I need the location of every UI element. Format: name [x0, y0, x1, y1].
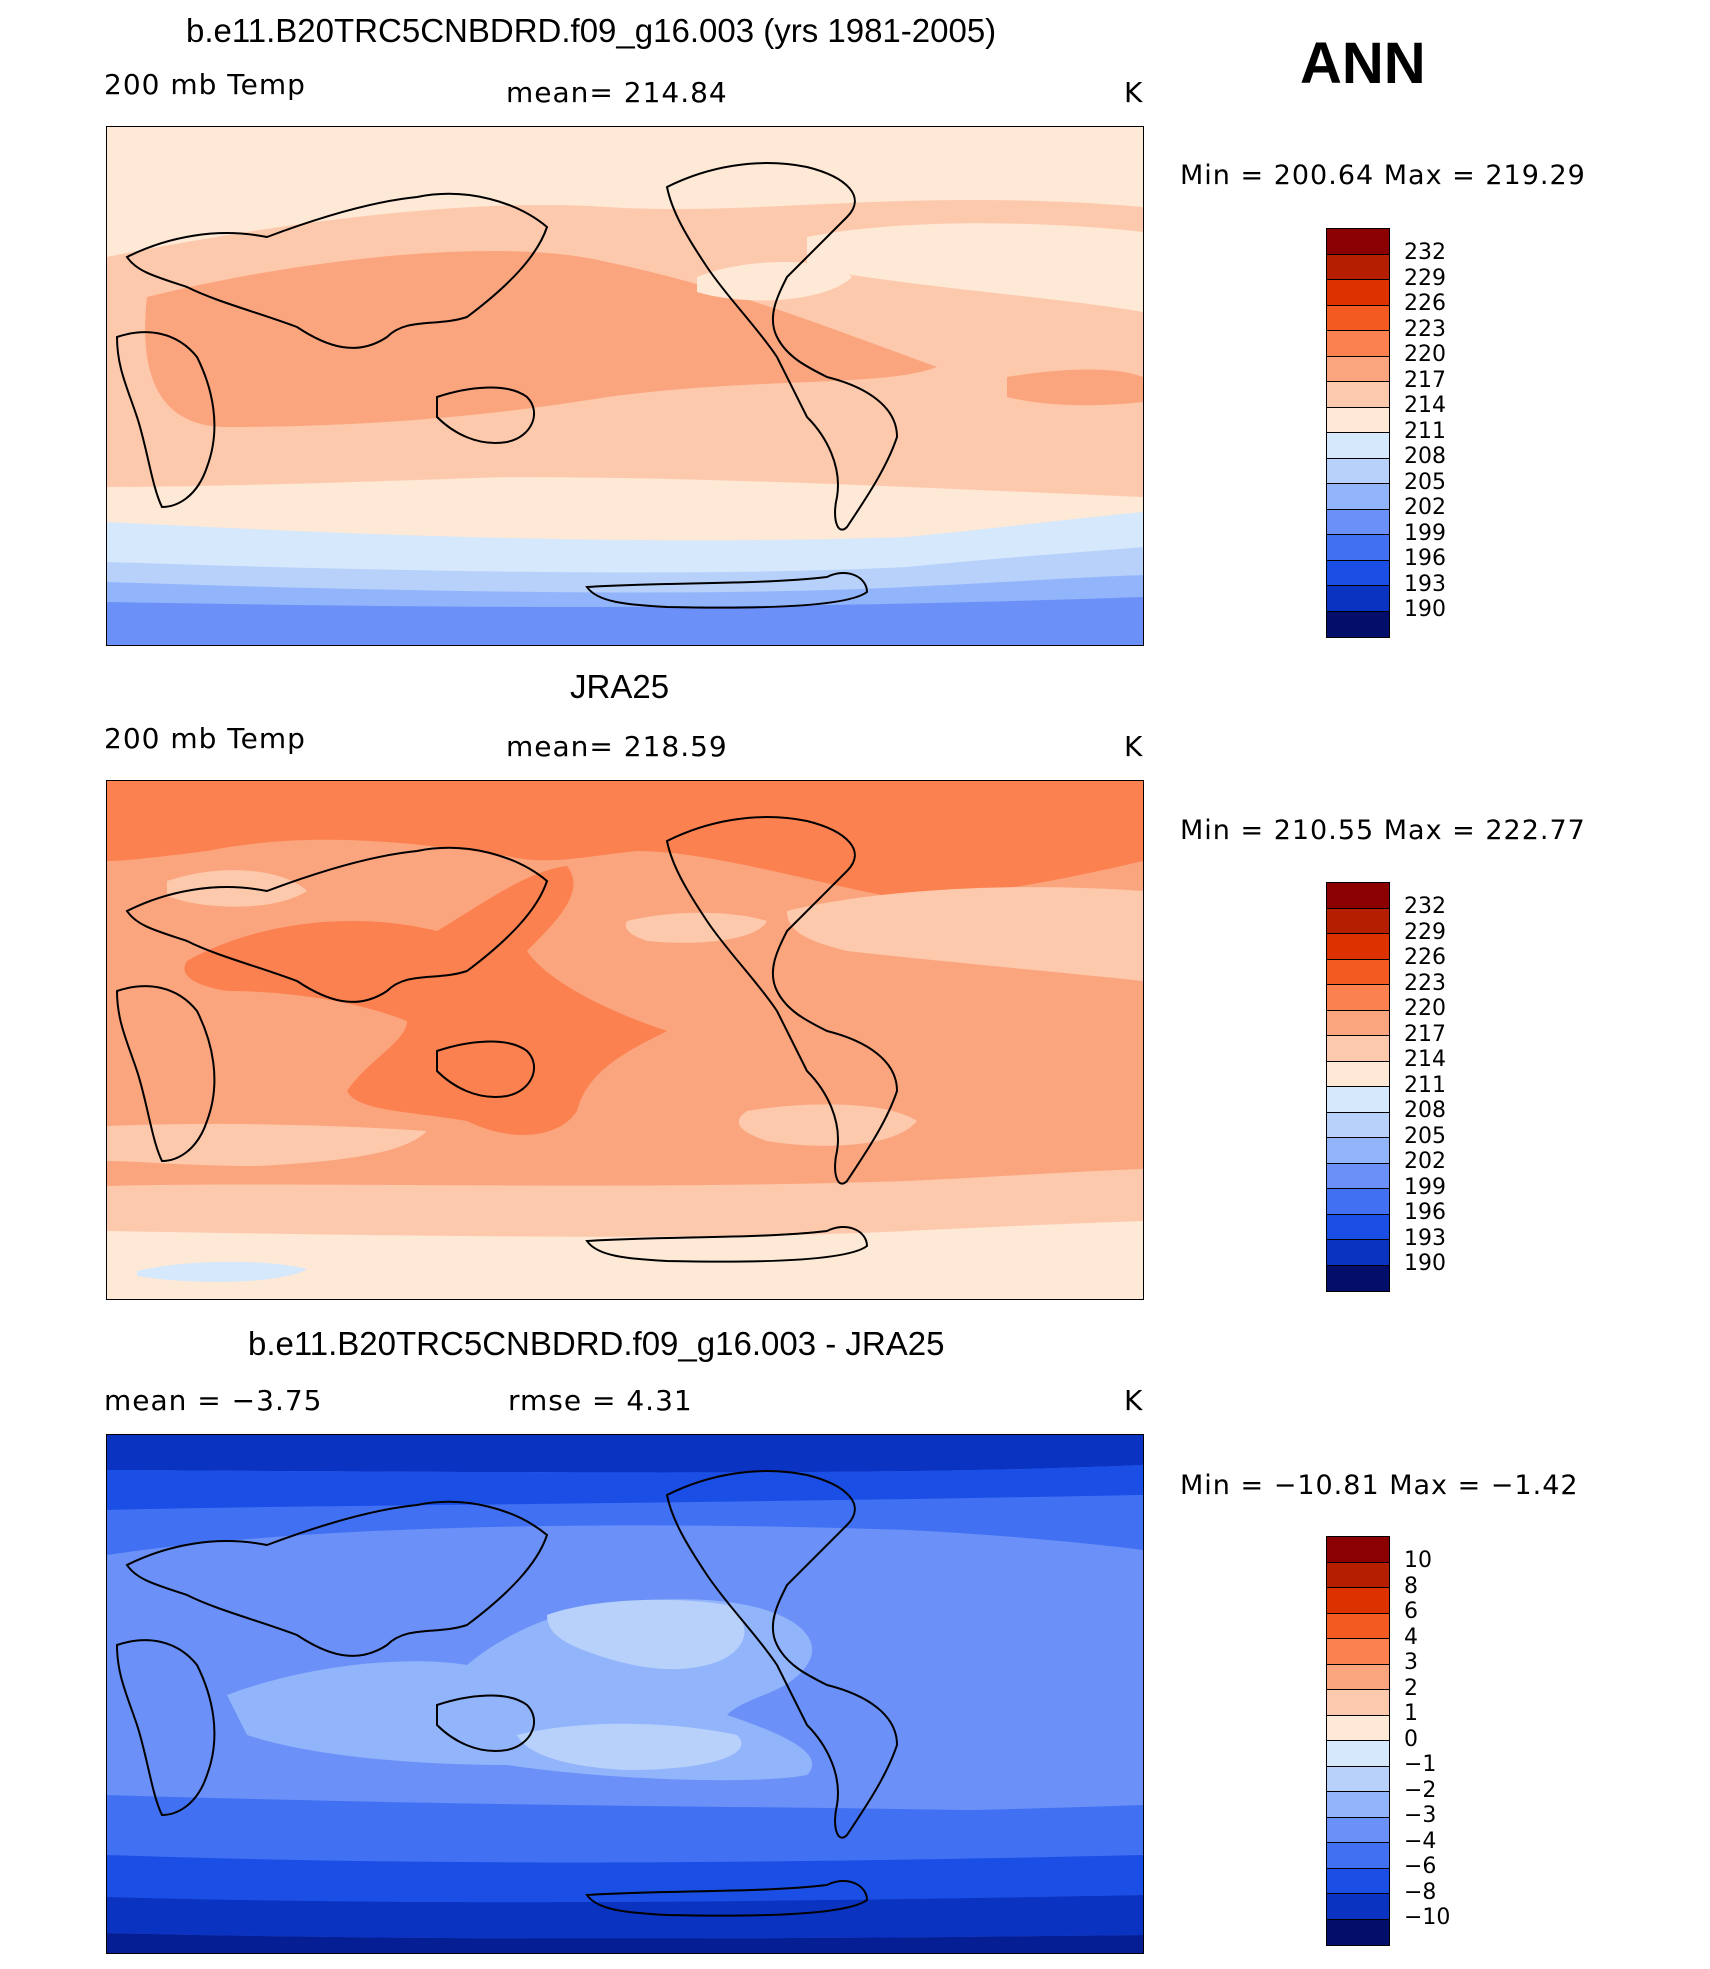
colorbar-tick-label: 196 — [1404, 1200, 1446, 1225]
colorbar-tick-label: 4 — [1404, 1625, 1418, 1650]
colorbar-tick-label: 196 — [1404, 546, 1446, 571]
colorbar-tick-label: 199 — [1404, 1175, 1446, 1200]
panel3-unit-label: K — [1124, 1384, 1144, 1417]
colorbar-tick-label: 193 — [1404, 1226, 1446, 1251]
colorbar-tick-label: −8 — [1404, 1880, 1437, 1905]
colorbar-tick-label: 208 — [1404, 1098, 1446, 1123]
colorbar-tick-label: 202 — [1404, 495, 1446, 520]
colorbar-tick-label: 211 — [1404, 1073, 1446, 1098]
colorbar-tick-label: 8 — [1404, 1574, 1418, 1599]
panel2-minmax-label: Min = 210.55 Max = 222.77 — [1180, 815, 1586, 846]
colorbar-tick-label: 1 — [1404, 1701, 1418, 1726]
panel1-mean-label: mean= 214.84 — [506, 76, 728, 109]
colorbar-tick-label: 208 — [1404, 444, 1446, 469]
colorbar-tick-label: 2 — [1404, 1676, 1418, 1701]
panel1-colorbar — [1326, 228, 1390, 638]
colorbar-tick-label: 223 — [1404, 971, 1446, 996]
colorbar-tick-label: 220 — [1404, 996, 1446, 1021]
colorbar-tick-label: 205 — [1404, 470, 1446, 495]
panel2-colorbar — [1326, 882, 1390, 1292]
colorbar-tick-label: 205 — [1404, 1124, 1446, 1149]
colorbar-tick-label: 214 — [1404, 1047, 1446, 1072]
colorbar-tick-label: 220 — [1404, 342, 1446, 367]
panel3-minmax-label: Min = −10.81 Max = −1.42 — [1180, 1470, 1579, 1501]
colorbar-tick-label: 229 — [1404, 266, 1446, 291]
colorbar-tick-label: 223 — [1404, 317, 1446, 342]
panel1-variable-label: 200 mb Temp — [104, 68, 306, 101]
colorbar-tick-label: 0 — [1404, 1727, 1418, 1752]
colorbar-tick-label: 199 — [1404, 521, 1446, 546]
colorbar-tick-label: −6 — [1404, 1854, 1437, 1879]
colorbar-tick-label: 229 — [1404, 920, 1446, 945]
colorbar-tick-label: 3 — [1404, 1650, 1418, 1675]
colorbar-tick-label: −3 — [1404, 1803, 1437, 1828]
panel2-title: JRA25 — [570, 668, 670, 705]
colorbar-tick-label: 217 — [1404, 368, 1446, 393]
colorbar-tick-label: 6 — [1404, 1599, 1418, 1624]
panel2-unit-label: K — [1124, 730, 1144, 763]
panel3-map — [106, 1434, 1144, 1954]
colorbar-tick-label: 202 — [1404, 1149, 1446, 1174]
colorbar-tick-label: −1 — [1404, 1752, 1437, 1777]
colorbar-tick-label: 226 — [1404, 291, 1446, 316]
colorbar-tick-label: −2 — [1404, 1778, 1437, 1803]
panel3-title: b.e11.B20TRC5CNBDRD.f09_g16.003 - JRA25 — [248, 1325, 945, 1362]
colorbar-tick-label: 214 — [1404, 393, 1446, 418]
panel1-minmax-label: Min = 200.64 Max = 219.29 — [1180, 160, 1586, 191]
panel2-variable-label: 200 mb Temp — [104, 722, 306, 755]
colorbar-tick-label: 190 — [1404, 1251, 1446, 1276]
panel3-rmse-label: rmse = 4.31 — [508, 1384, 693, 1417]
colorbar-tick-label: 226 — [1404, 945, 1446, 970]
season-label: ANN — [1300, 31, 1426, 96]
colorbar-tick-label: 217 — [1404, 1022, 1446, 1047]
panel3-colorbar — [1326, 1536, 1390, 1946]
colorbar-tick-label: 190 — [1404, 597, 1446, 622]
colorbar-tick-label: 232 — [1404, 894, 1446, 919]
panel2-map — [106, 780, 1144, 1300]
colorbar-tick-label: 193 — [1404, 572, 1446, 597]
panel3-mean-label: mean = −3.75 — [104, 1384, 323, 1417]
colorbar-tick-label: −10 — [1404, 1905, 1451, 1930]
panel2-mean-label: mean= 218.59 — [506, 730, 728, 763]
panel1-title: b.e11.B20TRC5CNBDRD.f09_g16.003 (yrs 198… — [186, 12, 997, 49]
colorbar-tick-label: 232 — [1404, 240, 1446, 265]
panel1-map — [106, 126, 1144, 646]
colorbar-tick-label: 211 — [1404, 419, 1446, 444]
colorbar-tick-label: −4 — [1404, 1829, 1437, 1854]
colorbar-tick-label: 10 — [1404, 1548, 1432, 1573]
panel1-unit-label: K — [1124, 76, 1144, 109]
